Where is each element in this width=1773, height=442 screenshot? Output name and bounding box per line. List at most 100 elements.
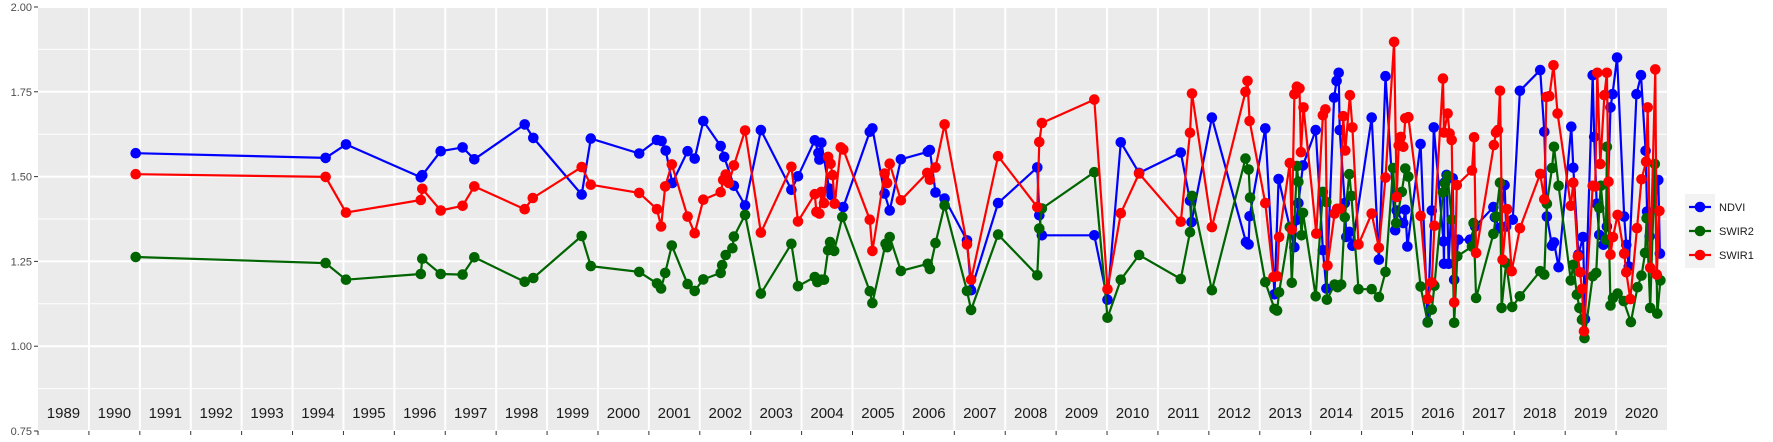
data-point-swir1 [1605, 249, 1616, 260]
data-point-swir1 [1539, 194, 1550, 205]
data-point-ndvi [814, 154, 825, 165]
data-point-swir1 [1544, 90, 1555, 102]
data-point-swir1 [1644, 262, 1656, 274]
data-point-swir2 [1488, 228, 1499, 240]
data-point-swir2 [720, 249, 731, 261]
data-point-swir2 [924, 263, 936, 275]
data-point-swir1 [1380, 172, 1391, 183]
data-point-swir2 [828, 245, 840, 257]
data-point-ndvi [130, 147, 141, 159]
data-point-swir1 [1295, 146, 1307, 158]
data-point-swir2 [1206, 284, 1218, 296]
data-point-swir2 [1565, 275, 1577, 286]
data-point-swir2 [633, 266, 645, 278]
data-point-swir1 [576, 161, 587, 173]
data-point-ndvi [1415, 138, 1426, 150]
data-point-swir2 [1380, 266, 1391, 278]
data-point-ndvi [1588, 131, 1600, 143]
data-point-swir1 [867, 245, 878, 257]
data-point-swir2 [1184, 226, 1196, 238]
data-point-swir1 [1347, 122, 1358, 133]
data-point-swir2 [1244, 192, 1256, 203]
data-point-swir2 [1346, 190, 1357, 202]
data-point-swir1 [1286, 224, 1298, 235]
data-point-swir1 [1514, 222, 1526, 234]
data-point-swir2 [1442, 170, 1453, 182]
data-point-ndvi [585, 133, 597, 144]
data-point-swir2 [1286, 277, 1298, 289]
data-point-swir1 [1599, 89, 1610, 101]
year-label: 2013 [1269, 405, 1302, 422]
data-point-swir2 [320, 257, 331, 269]
data-point-ndvi [1635, 69, 1647, 81]
data-point-swir1 [1294, 83, 1305, 94]
data-point-swir1 [895, 195, 907, 206]
data-point-swir2 [1636, 270, 1647, 281]
year-label: 1992 [199, 405, 232, 422]
data-point-swir1 [1340, 145, 1351, 156]
data-point-swir2 [528, 272, 539, 284]
data-point-swir2 [1470, 292, 1482, 304]
year-label: 2019 [1574, 405, 1607, 422]
data-point-swir1 [1497, 254, 1508, 265]
data-point-swir1 [1284, 157, 1296, 169]
data-point-swir1 [1595, 158, 1606, 170]
data-point-swir2 [965, 304, 977, 316]
data-point-ndvi [867, 123, 878, 134]
data-point-ndvi [1607, 88, 1618, 100]
data-point-swir1 [457, 200, 468, 212]
data-point-swir2 [716, 259, 728, 271]
data-point-swir1 [1320, 104, 1331, 115]
data-point-swir1 [1650, 64, 1661, 75]
year-label: 2003 [759, 405, 792, 422]
legend-item-swir1: SWIR1 [1689, 249, 1754, 262]
data-point-swir2 [1639, 247, 1651, 259]
data-point-ndvi [457, 142, 468, 153]
year-label: 2004 [810, 405, 843, 422]
data-point-ndvi [1102, 294, 1113, 306]
year-label: 2006 [912, 405, 945, 422]
data-point-swir1 [1534, 168, 1546, 180]
data-point-ndvi [435, 145, 447, 157]
data-point-swir1 [755, 227, 767, 238]
y-tick-label: 1.75 [11, 87, 32, 99]
year-label: 2010 [1116, 405, 1149, 422]
data-point-swir2 [1468, 217, 1479, 229]
data-point-swir2 [1089, 166, 1100, 178]
data-point-swir1 [1089, 94, 1100, 105]
data-point-swir2 [728, 231, 740, 242]
data-point-swir1 [1494, 85, 1506, 97]
year-label: 2007 [963, 405, 996, 422]
data-point-swir1 [992, 150, 1004, 162]
data-point-swir1 [1631, 222, 1643, 234]
data-point-swir2 [1133, 249, 1145, 261]
data-point-swir1 [1273, 231, 1285, 243]
data-point-ndvi [1273, 173, 1284, 185]
data-point-ndvi [1328, 92, 1340, 103]
data-point-swir1 [1446, 134, 1457, 146]
data-point-swir1 [1592, 67, 1603, 79]
data-point-ndvi [1438, 236, 1449, 247]
data-point-swir2 [1115, 274, 1127, 286]
data-point-ndvi [1553, 261, 1564, 273]
data-point-ndvi [1577, 231, 1589, 243]
data-point-swir2 [1506, 301, 1518, 313]
data-point-swir2 [1546, 162, 1558, 174]
data-point-ndvi [739, 200, 751, 211]
data-point-ndvi [1534, 64, 1546, 76]
data-point-swir2 [1426, 304, 1438, 315]
data-point-swir2 [1594, 202, 1605, 214]
data-point-swir1 [651, 203, 663, 215]
data-point-ndvi [1089, 230, 1100, 241]
data-point-swir1 [1391, 191, 1402, 203]
data-point-swir1 [1601, 67, 1613, 79]
data-point-swir2 [1415, 281, 1426, 292]
data-point-swir2 [837, 211, 848, 223]
data-point-swir2 [698, 274, 709, 285]
data-point-swir1 [1133, 168, 1145, 179]
data-point-swir2 [659, 267, 671, 279]
data-point-swir2 [1353, 283, 1364, 295]
data-point-swir1 [1501, 203, 1513, 215]
data-point-swir1 [825, 158, 836, 169]
data-point-swir1 [1422, 293, 1433, 305]
